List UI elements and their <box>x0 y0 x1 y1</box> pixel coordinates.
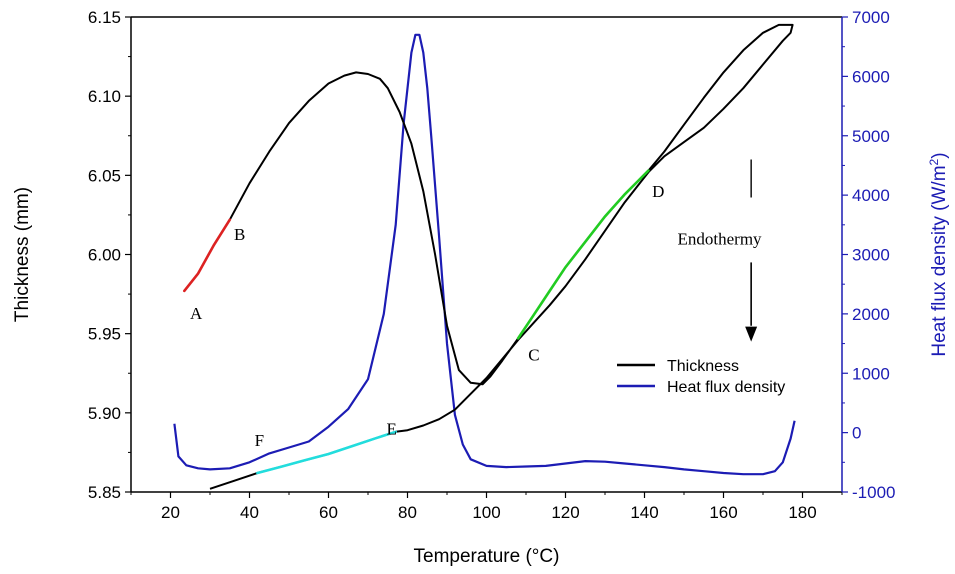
x-tick-label: 40 <box>240 503 259 522</box>
x-axis-title: Temperature (°C) <box>414 546 560 567</box>
y-tick-label: 5.85 <box>88 483 121 502</box>
right-axis-title-superscript: 2 <box>927 158 941 165</box>
y-tick-label: 6.10 <box>88 87 121 106</box>
left-axis-title: Thickness (mm) <box>12 187 33 322</box>
y-tick-label: 6.05 <box>88 166 121 185</box>
segment-c-d <box>516 169 650 340</box>
x-tick-label: 180 <box>788 503 816 522</box>
y2-tick-label: 0 <box>852 424 861 443</box>
point-label-c: C <box>528 345 539 364</box>
y2-tick-label: -1000 <box>852 483 895 502</box>
axes: 20 40 60 80 100 120 140 160 180 5.85 5.90 5.95 6.00 6… <box>88 8 896 522</box>
series-heat-flux-line <box>173 33 796 476</box>
endothermy-arrow-head <box>745 326 758 342</box>
y2-tick-label: 5000 <box>852 127 890 146</box>
x-tick-label: 160 <box>709 503 737 522</box>
series-thickness-line <box>183 23 794 490</box>
y2-tick-label: 3000 <box>852 246 890 265</box>
right-axis-title-main: Heat flux density (W/m <box>929 165 950 356</box>
legend: Thickness Heat flux density <box>617 358 785 396</box>
point-label-d: D <box>652 182 664 201</box>
point-label-f: F <box>255 431 264 450</box>
y2-tick-label: 4000 <box>852 186 890 205</box>
x-tick-label: 140 <box>630 503 658 522</box>
legend-label-thickness: Thickness <box>667 358 739 375</box>
endothermy-label: Endothermy <box>678 230 763 249</box>
segment-a-b <box>183 218 232 293</box>
y-tick-label: 5.90 <box>88 404 121 423</box>
legend-label-heat-flux: Heat flux density <box>667 379 785 396</box>
x-tick-label: 80 <box>398 503 417 522</box>
annotations: A B C D E F Endothermy <box>190 159 763 450</box>
x-tick-label: 20 <box>161 503 180 522</box>
y2-tick-label: 2000 <box>852 305 890 324</box>
point-label-a: A <box>190 304 203 323</box>
plot-area <box>173 23 796 490</box>
x-tick-label: 120 <box>551 503 579 522</box>
y2-tick-label: 7000 <box>852 8 890 27</box>
point-label-e: E <box>387 420 397 439</box>
point-label-b: B <box>234 225 245 244</box>
y2-tick-label: 1000 <box>852 364 890 383</box>
right-axis-title: Heat flux density (W/m2) <box>927 152 950 356</box>
right-axis-title-close: ) <box>929 152 950 158</box>
segment-e-f <box>256 430 397 475</box>
x-tick-label: 60 <box>319 503 338 522</box>
y-tick-label: 6.00 <box>88 246 121 265</box>
y2-tick-label: 6000 <box>852 67 890 86</box>
y-tick-label: 5.95 <box>88 325 121 344</box>
x-tick-label: 100 <box>472 503 500 522</box>
y-tick-label: 6.15 <box>88 8 121 27</box>
